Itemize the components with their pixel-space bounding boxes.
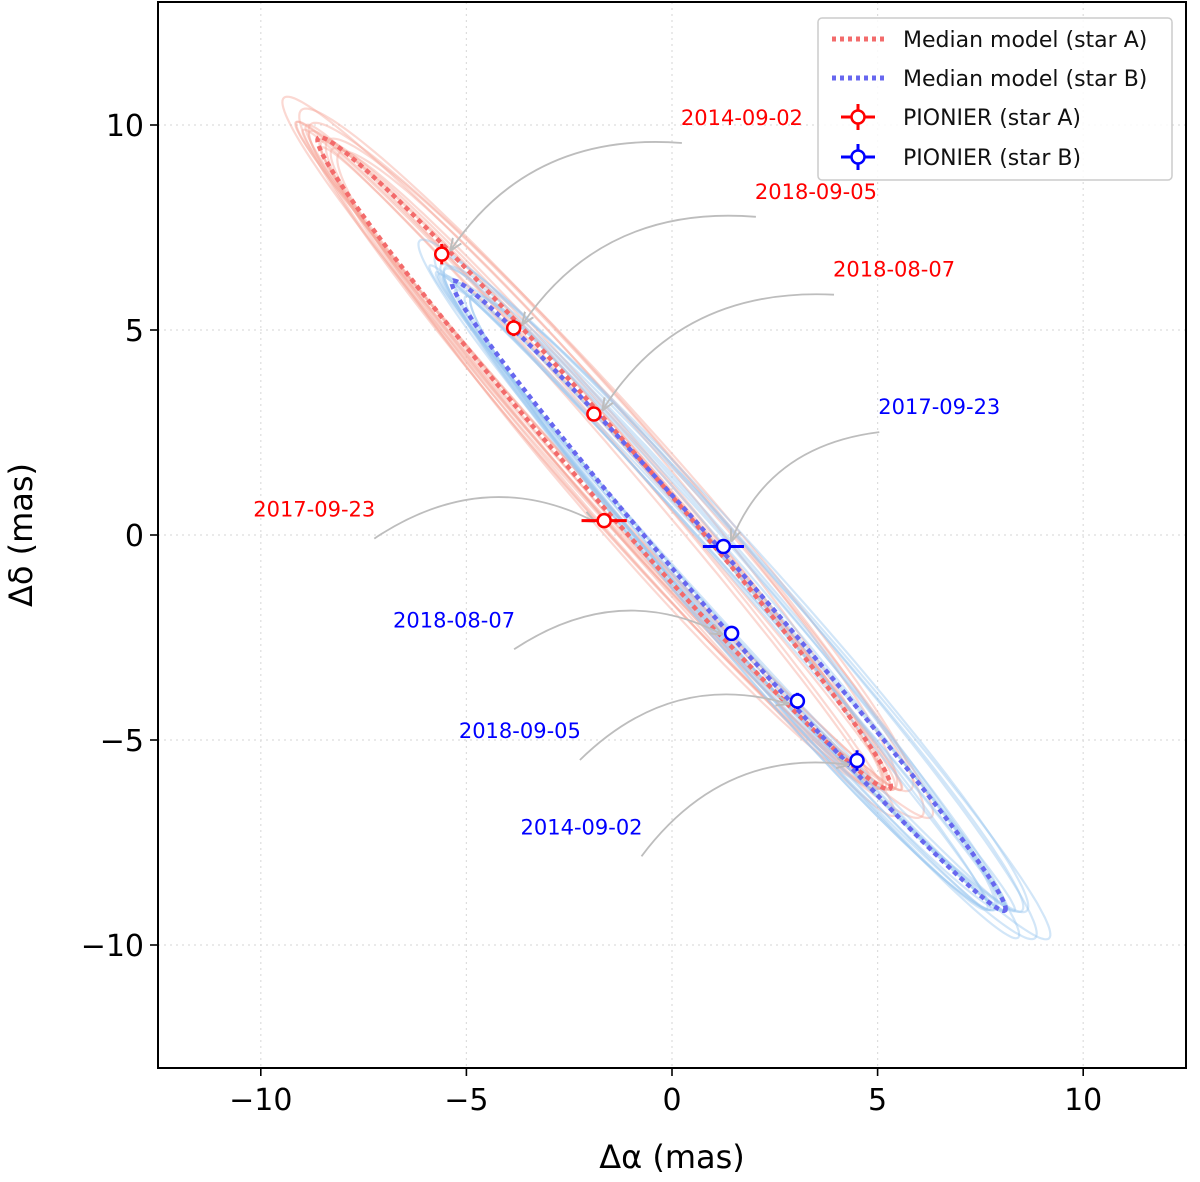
legend-marker-star-a — [841, 104, 875, 130]
legend-label-model-b: Median model (star B) — [903, 67, 1147, 92]
posterior-orbit-b-2 — [468, 294, 997, 912]
posterior-orbit-a-11 — [324, 137, 899, 792]
marker-a-2 — [586, 406, 602, 422]
annotation-arrow-a-0 — [451, 141, 682, 250]
marker-a-1 — [505, 320, 522, 336]
legend-marker-star-b — [841, 144, 875, 170]
posterior-orbit-a-9 — [307, 129, 897, 791]
annotation-arrow-a-1 — [523, 214, 756, 324]
posterior-orbit-a-3 — [336, 150, 885, 791]
annotation-label-a-3: 2017-09-23 — [253, 498, 375, 522]
annotation-arrow-a-2 — [603, 293, 835, 409]
annotation-label-b-3: 2014-09-02 — [521, 815, 643, 839]
grid — [158, 2, 1186, 1068]
annotation-arrows — [373, 141, 880, 857]
annotation-arrow-b-1 — [513, 609, 722, 651]
annotation-label-a-1: 2018-09-05 — [755, 180, 877, 204]
median-model-orbit-b — [449, 278, 1008, 913]
marker-a-0 — [433, 246, 450, 262]
posterior-orbit-a-6 — [329, 146, 884, 790]
annotation-label-b-0: 2017-09-23 — [878, 395, 1000, 419]
posterior-orbit-a-8 — [307, 121, 915, 793]
annotation-label-a-0: 2014-09-02 — [681, 106, 803, 130]
x-tick-label-4: 10 — [1064, 1083, 1102, 1118]
x-axis-label: Δα (mas) — [599, 1138, 745, 1176]
y-tick-label-2: 0 — [125, 519, 144, 554]
annotation-arrow-b-0 — [732, 431, 880, 540]
x-tick-label-2: 0 — [662, 1083, 681, 1118]
data-point-b-2 — [789, 692, 806, 710]
data-point-b-1 — [723, 625, 740, 642]
annotation-labels: 2014-09-02 2018-09-05 2018-08-07 2017-09-23… — [253, 106, 1000, 839]
data-point-b-3 — [849, 750, 865, 771]
posterior-orbit-a-5 — [281, 95, 935, 820]
annotation-arrow-a-3 — [373, 496, 594, 540]
posterior-orbit-b-10 — [439, 263, 1021, 940]
annotation-label-a-2: 2018-08-07 — [833, 258, 955, 282]
y-tick-label-1: −5 — [100, 724, 144, 759]
annotation-arrow-b-3 — [640, 762, 848, 857]
y-axis-label: Δδ (mas) — [2, 463, 40, 607]
posterior-orbit-b-6 — [463, 295, 989, 911]
legend-label-star-b: PIONIER (star B) — [903, 146, 1081, 171]
posterior-orbit-a-0 — [298, 107, 925, 819]
legend-label-model-a: Median model (star A) — [903, 28, 1147, 53]
y-tick-label-4: 10 — [106, 109, 144, 144]
marker-b-2 — [789, 693, 806, 709]
posterior-orbit-a-13 — [318, 137, 891, 791]
posterior-orbit-b-3 — [455, 281, 1007, 913]
data-point-a-2 — [586, 406, 602, 422]
posterior-orbit-a-10 — [304, 123, 897, 818]
x-tick-label-1: −5 — [444, 1083, 488, 1118]
marker-b-1 — [723, 625, 740, 642]
posterior-orbit-b-8 — [442, 264, 1030, 914]
marker-b-3 — [849, 752, 865, 769]
x-tick-label-0: −10 — [229, 1083, 292, 1118]
y-tick-label-0: −10 — [81, 929, 144, 964]
legend-label-star-a: PIONIER (star A) — [903, 106, 1081, 131]
legend: Median model (star A) Median model (star… — [817, 17, 1173, 181]
annotation-label-b-1: 2018-08-07 — [393, 608, 515, 632]
data-point-b-0 — [702, 538, 744, 555]
y-tick-label-3: 5 — [125, 314, 144, 349]
data-point-a-1 — [505, 319, 522, 337]
axis-ticks: −10 −5 0 5 10 −10 −5 0 5 10 — [81, 109, 1103, 1118]
annotation-label-b-2: 2018-09-05 — [459, 719, 581, 743]
data-points — [433, 243, 865, 771]
posterior-orbit-a-2 — [319, 139, 888, 791]
annotation-arrow-b-2 — [579, 693, 788, 761]
median-model-orbits — [315, 134, 1008, 913]
marker-a-3 — [596, 512, 612, 529]
posterior-orbit-b-13 — [468, 293, 999, 912]
marker-b-0 — [715, 538, 732, 555]
legend-box — [817, 17, 1173, 181]
median-model-orbit-a — [315, 134, 894, 792]
x-tick-label-3: 5 — [868, 1083, 887, 1118]
data-point-a-0 — [433, 243, 450, 265]
data-point-a-3 — [581, 512, 627, 529]
